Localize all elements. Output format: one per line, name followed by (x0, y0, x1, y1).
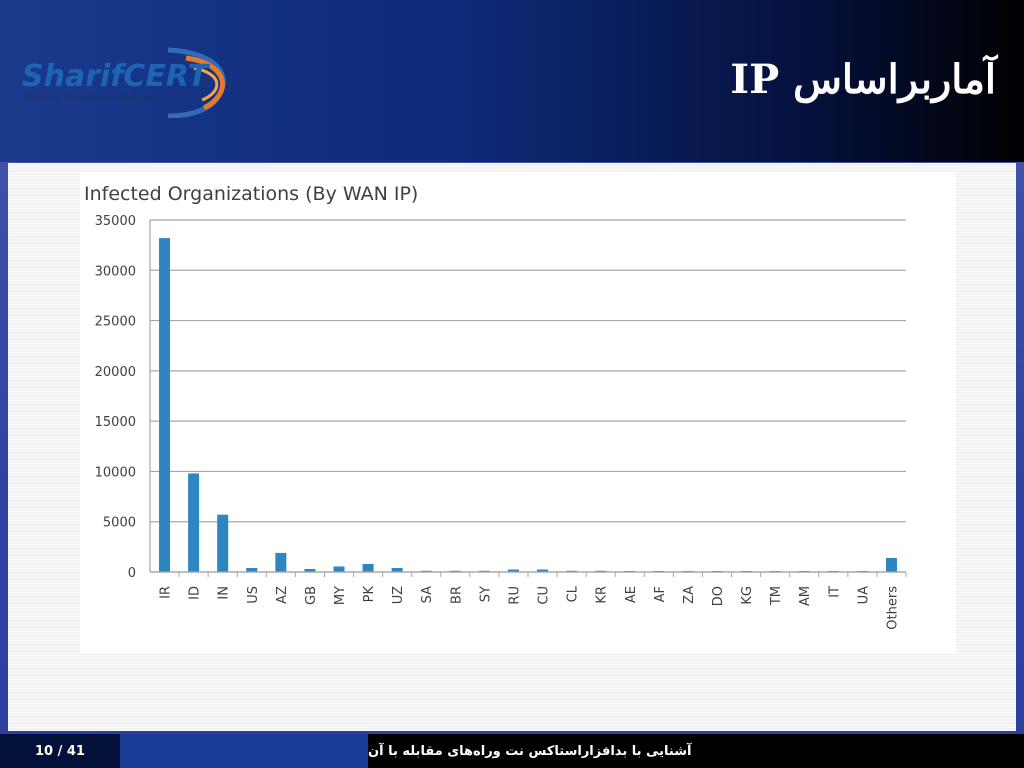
bar-us (246, 567, 258, 572)
x-tick-label: KG (740, 586, 755, 605)
slide-header: SharifCERT Security Services & Solutions… (0, 0, 1024, 162)
x-tick-label: Others (885, 586, 900, 630)
y-tick-label: 25000 (95, 315, 136, 330)
x-tick-label: AM (798, 586, 813, 606)
y-tick-label: 20000 (95, 365, 136, 380)
x-tick-label: GB (304, 586, 319, 605)
chart-title: Infected Organizations (By WAN IP) (84, 183, 418, 205)
sharifcert-logo: SharifCERT Security Services & Solutions (22, 47, 226, 118)
x-tick-label: RU (507, 586, 522, 605)
bar-others (885, 557, 897, 572)
x-tick-label: AF (653, 586, 668, 602)
x-tick-label: IT (827, 586, 842, 598)
x-tick-label: CL (566, 585, 581, 602)
y-tick-label: 5000 (103, 516, 136, 531)
bar-uz (391, 567, 403, 572)
chart-background (80, 172, 956, 654)
x-tick-label: SA (420, 586, 435, 603)
slide-title: آماربراساس IP (730, 56, 996, 103)
x-tick-label: US (246, 586, 261, 604)
x-tick-label: BR (449, 586, 464, 604)
x-tick-label: CU (537, 586, 552, 605)
bar-ir (159, 238, 171, 573)
x-axis: IR ID IN US AZ GB MY PK UZ SA BR SY RU CU CL KR AE AF ZA DO… (150, 571, 907, 630)
x-tick-label: MY (333, 586, 348, 605)
bar-kr (595, 570, 607, 572)
y-tick-label: 0 (128, 566, 136, 581)
bar-pk (362, 563, 374, 572)
x-tick-label: PK (362, 586, 377, 603)
x-tick-label: UA (856, 586, 871, 605)
svg-text:Security Services & Solutions: Security Services & Solutions (24, 93, 156, 103)
x-tick-label: ID (188, 586, 203, 600)
bar-cu (537, 569, 549, 572)
footer-title: آشنایی با بدافزاراستاکس نت وراه‌های مقاب… (368, 734, 1024, 768)
x-tick-label: DO (711, 586, 726, 606)
x-tick-label: KR (595, 586, 610, 604)
page-number: 10 / 41 (0, 734, 120, 768)
gridlines (150, 219, 906, 573)
bar-my (333, 566, 345, 572)
bar-az (275, 552, 287, 572)
x-tick-label: UZ (391, 586, 406, 604)
x-tick-label: TM (769, 586, 784, 606)
bar-cl (566, 570, 578, 572)
x-tick-label: AZ (275, 586, 290, 604)
footer-divider (120, 734, 368, 768)
x-tick-label: AE (624, 586, 639, 603)
bar-br (449, 570, 461, 572)
y-axis: 0 5000 10000 15000 20000 25000 30000 35000 (95, 214, 151, 581)
bar-chart: Infected Organizations (By WAN IP) 0 5000… (84, 183, 907, 630)
bar-sa (420, 570, 432, 572)
y-tick-label: 30000 (95, 264, 136, 279)
y-tick-label: 10000 (95, 465, 136, 480)
bar-sy (478, 570, 490, 572)
svg-text:SharifCERT: SharifCERT (22, 59, 211, 94)
x-tick-label: SY (478, 586, 493, 602)
y-tick-label: 35000 (95, 214, 136, 229)
bar-id (188, 473, 200, 572)
bar-ru (507, 569, 519, 572)
bar-in (217, 514, 229, 572)
x-tick-label: IR (159, 586, 174, 599)
x-tick-label: IN (217, 586, 232, 600)
y-tick-label: 15000 (95, 415, 136, 430)
x-tick-label: ZA (682, 586, 697, 604)
bar-gb (304, 568, 316, 572)
